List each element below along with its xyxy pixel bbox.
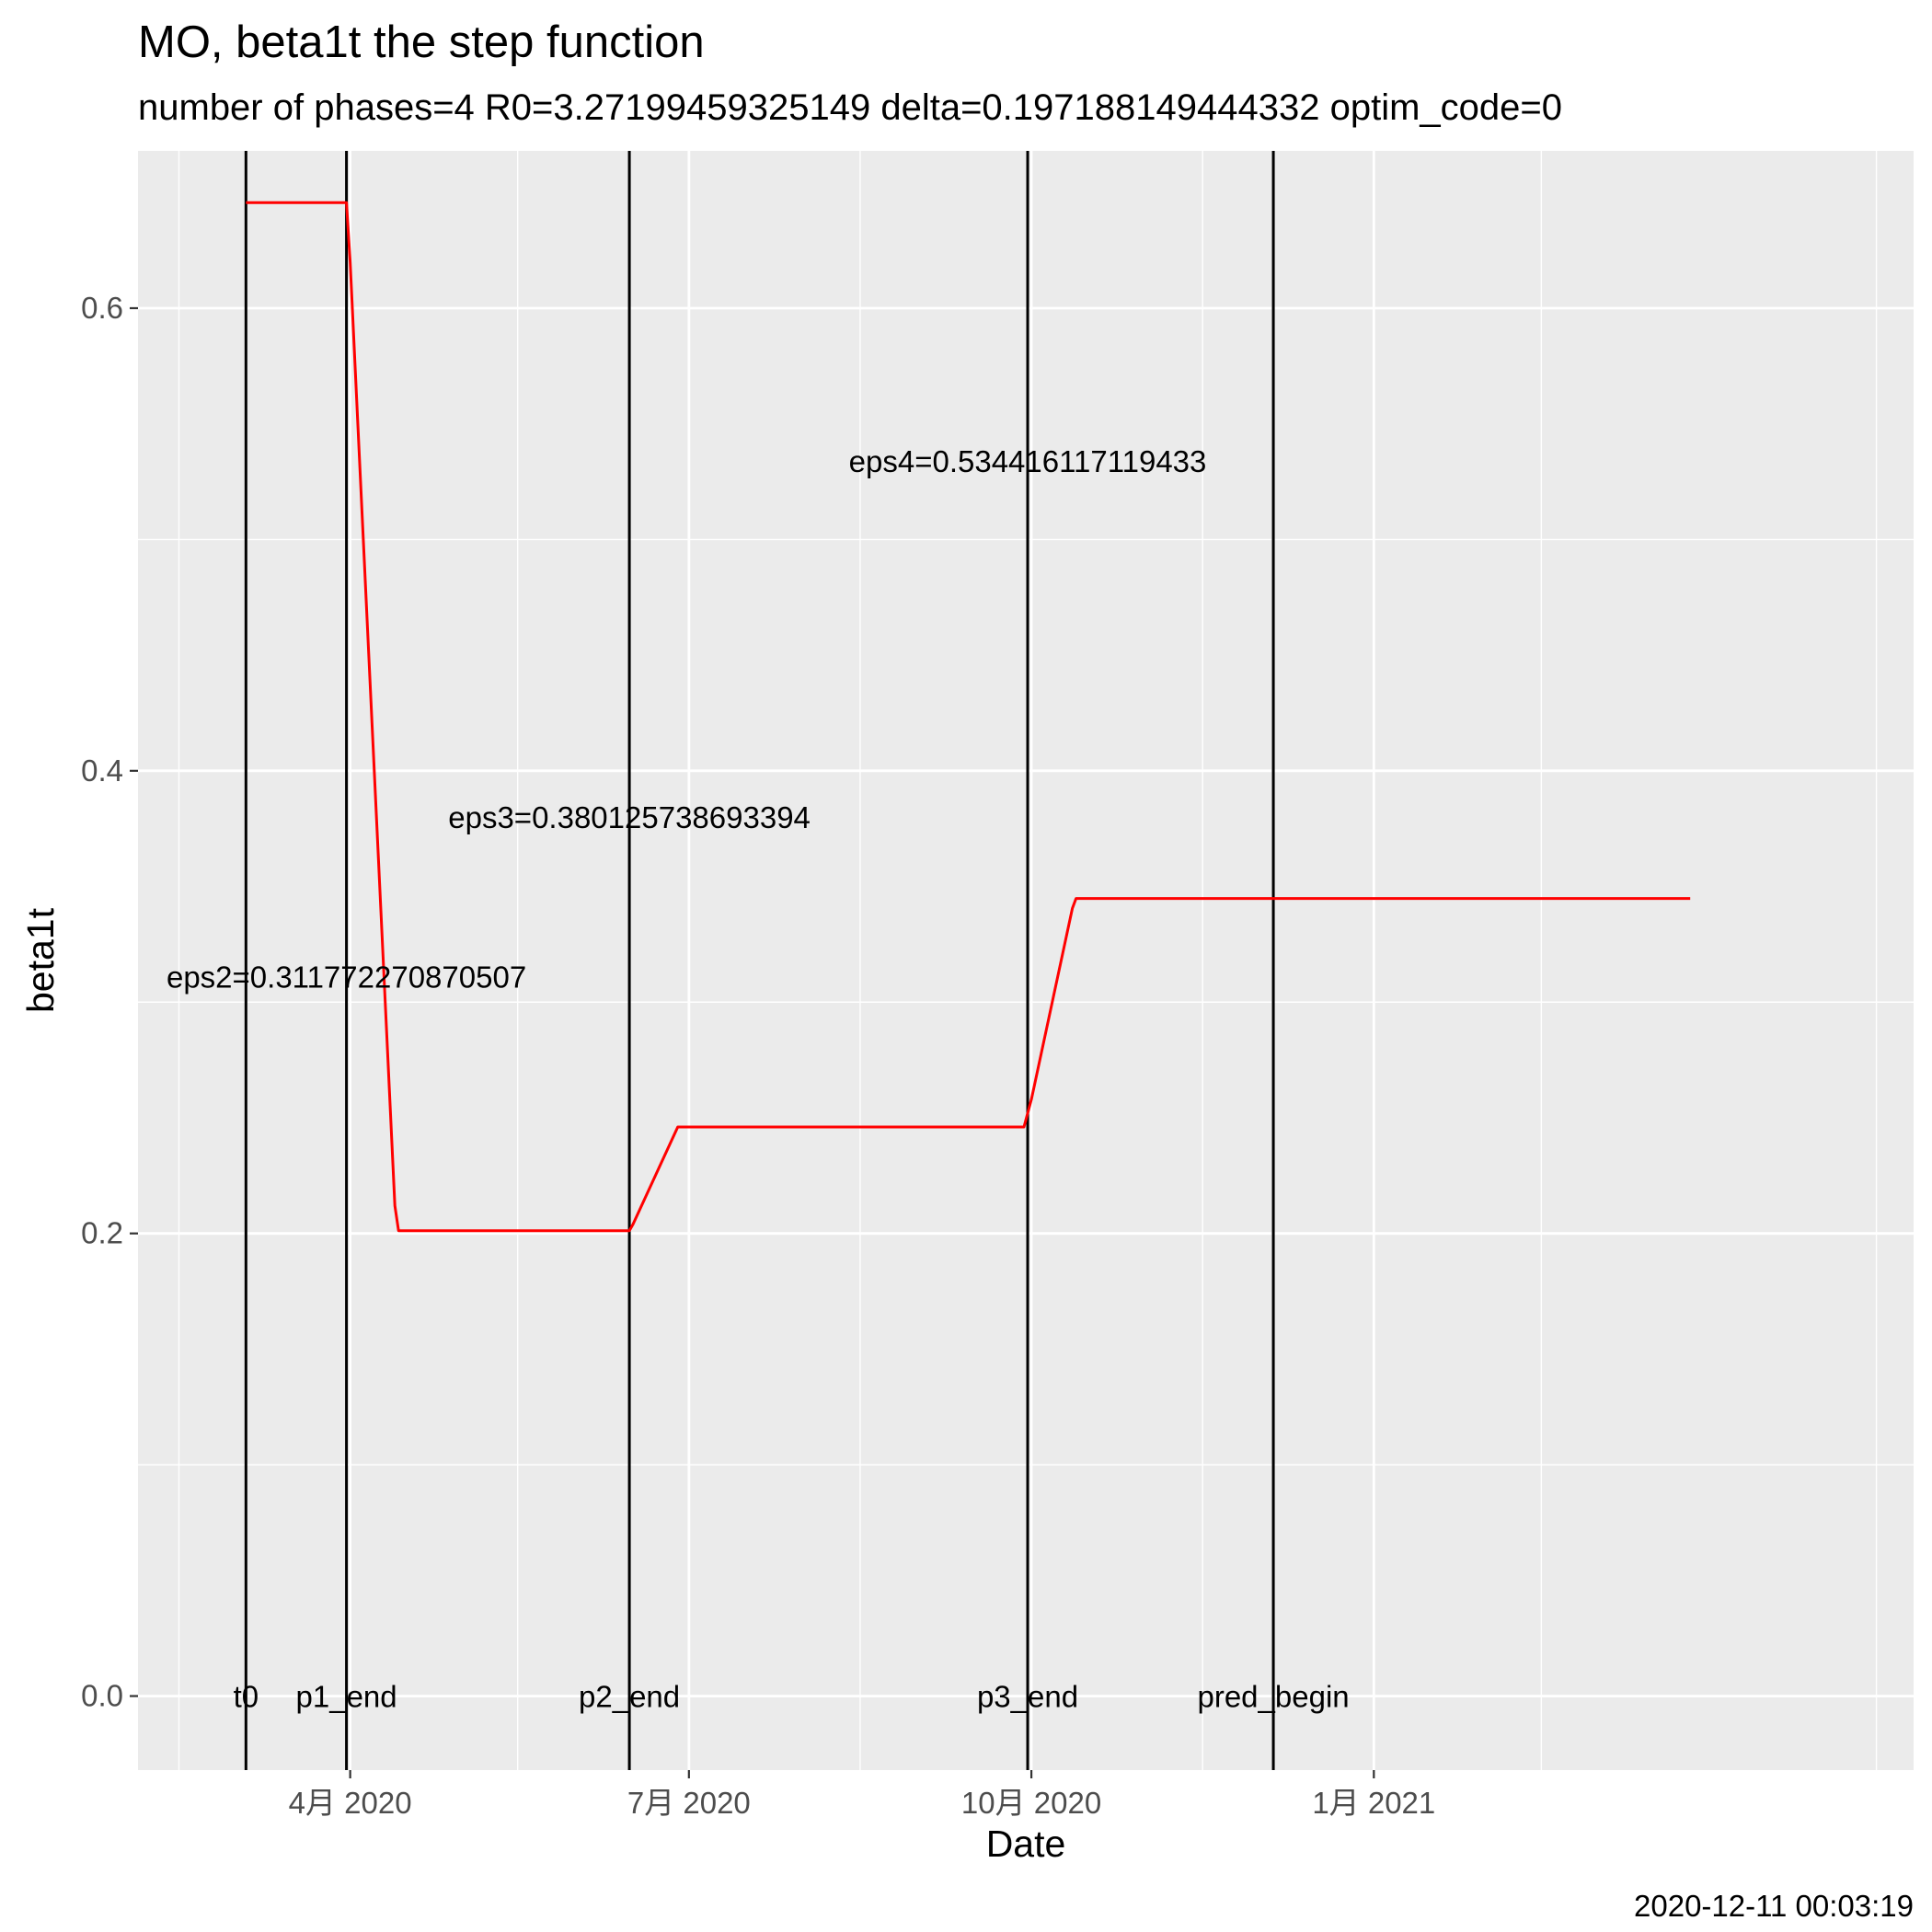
y-tick-label: 0.2 (81, 1216, 123, 1250)
phase-label: p3_end (977, 1680, 1078, 1714)
eps-annotation: eps2=0.311772270870507 (167, 960, 526, 995)
eps-annotation: eps4=0.534416117119433 (849, 444, 1207, 478)
phase-lines (244, 151, 1275, 1770)
y-tick-label: 0.0 (81, 1679, 123, 1713)
x-tick-label: 4月 2020 (289, 1786, 412, 1820)
series-layer (246, 201, 1691, 1233)
y-axis-title: beta1t (19, 907, 62, 1013)
phase-label: pred_begin (1197, 1680, 1349, 1714)
x-tick-label: 10月 2020 (961, 1786, 1101, 1820)
plot-panel (138, 151, 1914, 1770)
y-tick-label: 0.4 (81, 753, 123, 788)
beta1t-series-line (246, 201, 1691, 1233)
x-tick-label: 7月 2020 (627, 1786, 751, 1820)
y-tick-label: 0.6 (81, 291, 123, 325)
chart-title: MO, beta1t the step function (138, 17, 705, 67)
chart-subtitle: number of phases=4 R0=3.27199459325149 d… (138, 87, 1562, 128)
phase-label: t0 (234, 1680, 259, 1714)
x-tick-label: 1月 2021 (1312, 1786, 1435, 1820)
x-axis-title: Date (986, 1823, 1066, 1865)
axes: 0.0 0.2 0.4 0.6 4月 2020 7月 2020 10月 2020 1月 202… (81, 291, 1435, 1820)
chart-caption: 2020-12-11 00:03:19 (1634, 1889, 1914, 1923)
phase-label: p1_end (296, 1680, 397, 1714)
eps-annotation: eps3=0.380125738693394 (448, 800, 811, 834)
grid-lines (138, 151, 1914, 1770)
annotations: eps2=0.311772270870507 eps3=0.38012573869… (167, 444, 1350, 1714)
phase-label: p2_end (579, 1680, 680, 1714)
